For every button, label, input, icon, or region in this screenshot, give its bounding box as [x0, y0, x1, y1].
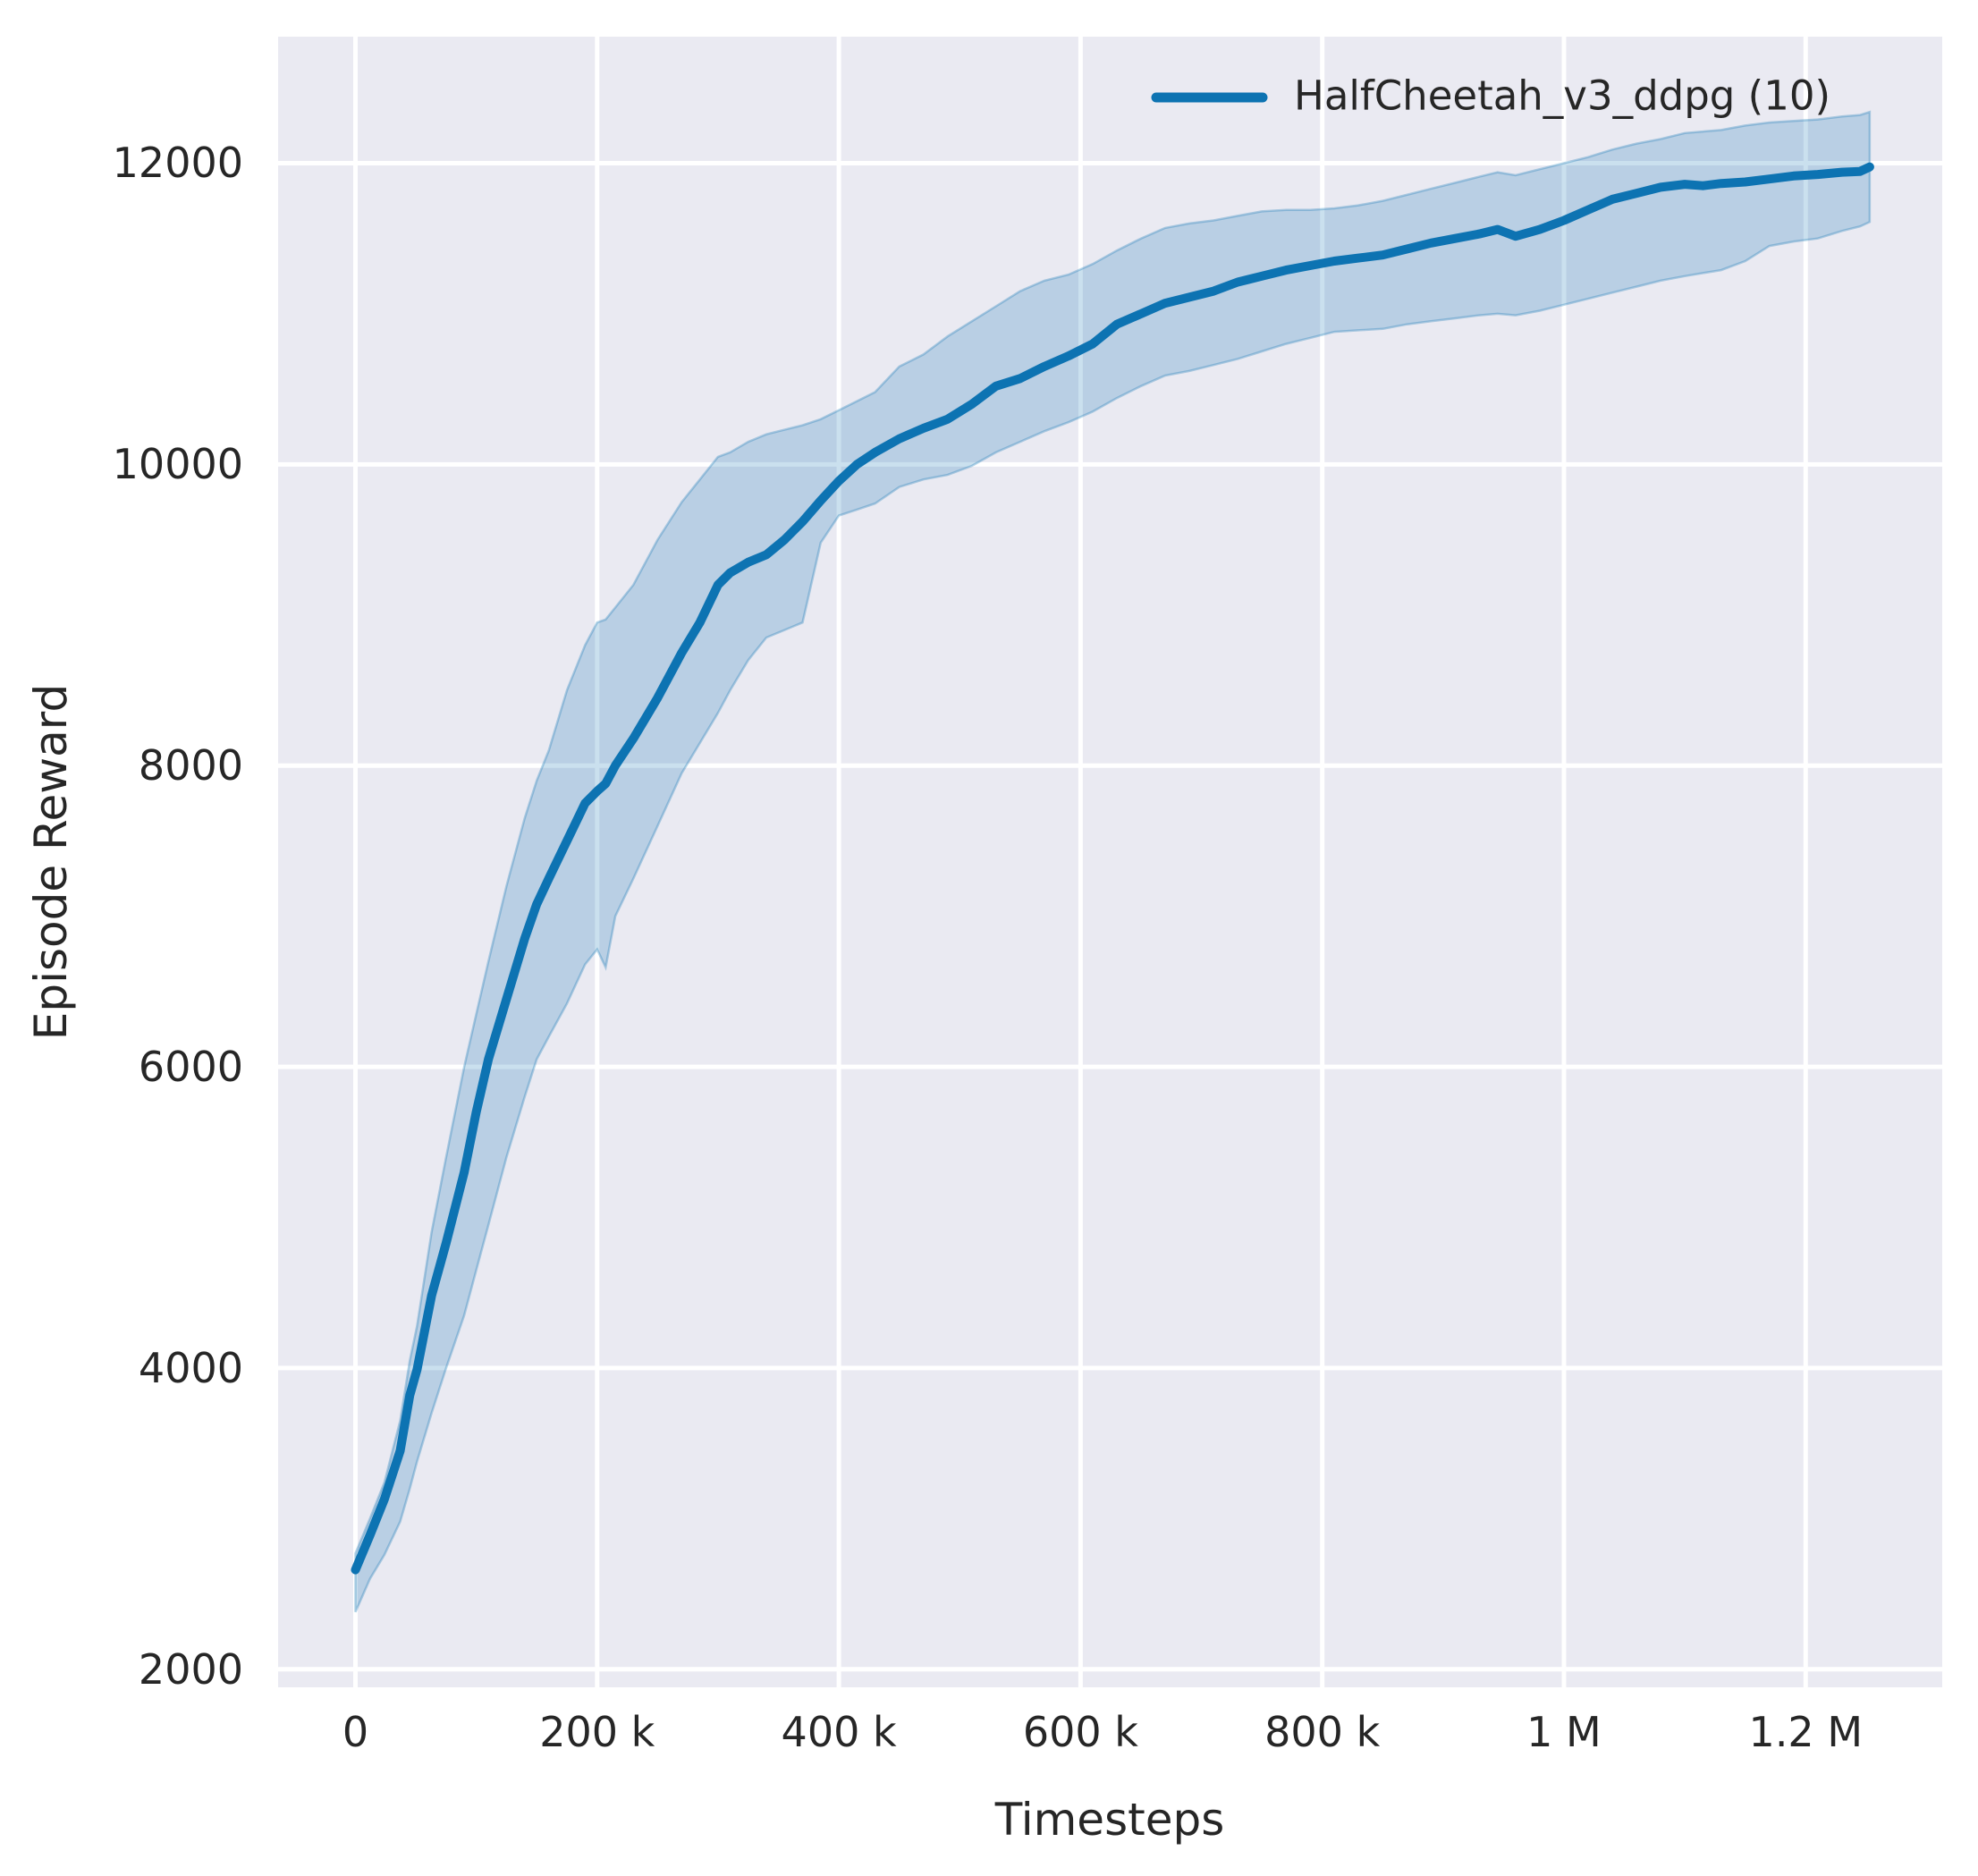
x-axis-label: Timesteps — [994, 1794, 1225, 1846]
y-tick-label: 8000 — [138, 741, 243, 790]
y-tick-label: 12000 — [112, 139, 243, 188]
y-axis-label: Episode Reward — [25, 683, 77, 1041]
mean-line — [351, 162, 1874, 1575]
x-tick-label: 800 k — [1264, 1708, 1381, 1756]
y-tick-label: 2000 — [138, 1644, 243, 1694]
y-tick-label: 4000 — [138, 1343, 243, 1392]
legend-label: HalfCheetah_v3_ddpg (10) — [1294, 72, 1831, 120]
y-tick-label: 10000 — [112, 440, 243, 489]
x-tick-label: 200 k — [539, 1708, 655, 1756]
x-tick-label: 1.2 M — [1748, 1708, 1864, 1756]
y-tick-label: 6000 — [138, 1043, 243, 1092]
x-tick-label: 0 — [342, 1708, 369, 1756]
x-tick-label: 400 k — [781, 1708, 897, 1756]
x-tick-label: 1 M — [1526, 1708, 1602, 1756]
x-tick-label: 600 k — [1022, 1708, 1138, 1756]
confidence-band — [354, 110, 1872, 1613]
